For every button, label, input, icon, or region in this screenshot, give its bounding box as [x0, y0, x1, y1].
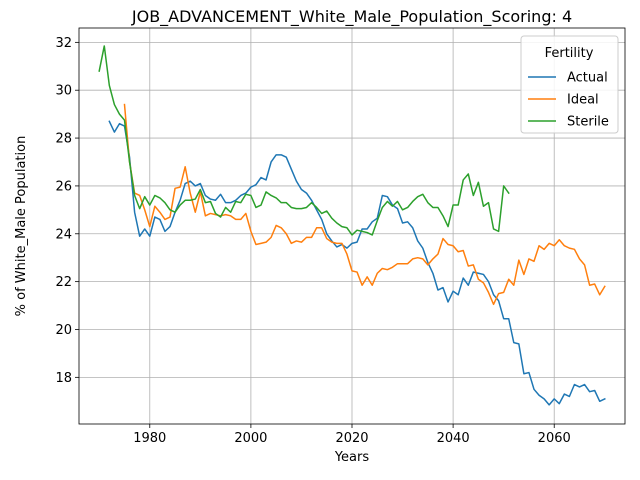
- y-tick-label: 28: [55, 132, 72, 147]
- legend: Fertility Actual Ideal Sterile: [520, 35, 619, 134]
- y-tick-label: 26: [55, 179, 72, 194]
- x-tick-label: 2060: [538, 431, 571, 446]
- series-layer: [98, 45, 606, 406]
- x-tick-label: 2000: [234, 431, 267, 446]
- chart-title: JOB_ADVANCEMENT_White_Male_Population_Sc…: [131, 7, 572, 27]
- series-line-actual: [108, 120, 606, 406]
- y-tick-label: 30: [55, 84, 72, 99]
- x-axis-label: Years: [334, 450, 370, 465]
- legend-label-actual: Actual: [567, 71, 608, 86]
- x-tick-label: 2040: [437, 431, 470, 446]
- y-tick-label: 24: [55, 227, 72, 242]
- y-tick-label: 22: [55, 275, 72, 290]
- y-tick-label: 32: [55, 36, 72, 51]
- y-tick-label: 18: [55, 371, 72, 386]
- legend-label-sterile: Sterile: [567, 115, 609, 130]
- legend-label-ideal: Ideal: [567, 93, 599, 108]
- y-tick-label: 20: [55, 323, 72, 338]
- x-tick-label: 1980: [133, 431, 166, 446]
- x-tick-label: 2020: [335, 431, 368, 446]
- y-axis-label: % of White_Male Population: [14, 136, 29, 317]
- series-line-ideal: [123, 103, 606, 306]
- y-axis: 18 20 22 24 26 28 30 32: [55, 36, 79, 386]
- legend-box: [520, 35, 619, 134]
- series-line-sterile: [98, 45, 510, 236]
- gridlines: [79, 28, 625, 424]
- x-axis: 1980 2000 2020 2040 2060: [133, 424, 571, 446]
- legend-title: Fertility: [545, 46, 594, 61]
